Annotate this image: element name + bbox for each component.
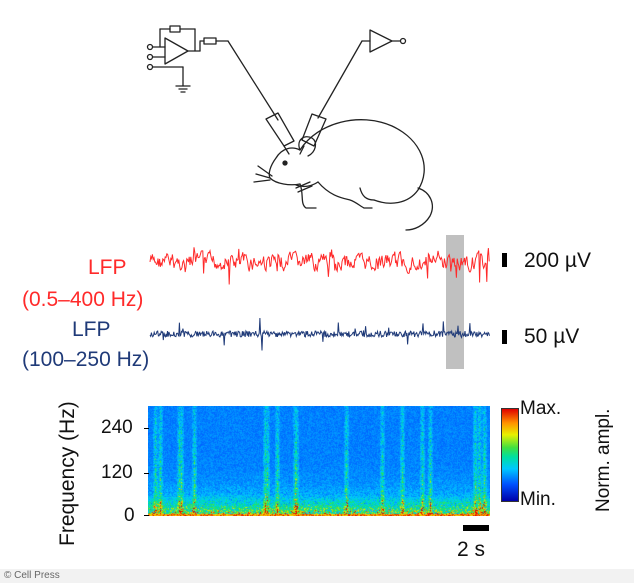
lfp-broad-label-line2: (0.5–400 Hz): [22, 288, 144, 311]
ytick-mark-120: [144, 473, 149, 474]
lfp-traces: [149, 247, 490, 351]
colorbar-title: Norm. ampl.: [593, 408, 614, 513]
time-scale-label: 2 s: [457, 538, 486, 561]
spectrogram-plot: [148, 406, 490, 516]
lfp-broad-trace: [149, 247, 490, 285]
ytick-mark-0: [144, 515, 149, 516]
ytick-120: 120: [101, 462, 133, 483]
time-scale-bar: [463, 525, 489, 531]
colorbar: [501, 408, 519, 502]
ytick-0: 0: [124, 505, 135, 526]
voltage-scale-bar-50: [502, 330, 507, 344]
amplifier-icon: [361, 29, 407, 53]
ytick-240: 240: [101, 417, 133, 438]
lfp-broad-label: LFP (0.5–400 Hz): [22, 256, 143, 312]
colorbar-max-label: Max.: [520, 398, 562, 419]
electrode-holder-left: [265, 112, 295, 155]
amplifier-circuit-icon: [146, 25, 229, 93]
spectrogram-ylabel: Frequency (Hz): [56, 401, 79, 547]
lfp-ripple-label: LFP (100–250 Hz): [22, 318, 149, 372]
voltage-scale-label-50: 50 µV: [524, 325, 580, 348]
lfp-ripple-trace: [149, 317, 490, 351]
credit-text: © Cell Press: [4, 570, 60, 581]
mouse-icon: [253, 119, 433, 231]
lfp-ripple-label-line1: LFP: [72, 318, 111, 341]
voltage-scale-bar-200: [502, 253, 507, 267]
ytick-mark-240: [144, 428, 149, 429]
lfp-ripple-label-line2: (100–250 Hz): [22, 348, 150, 371]
colorbar-min-label: Min.: [520, 489, 556, 510]
recording-setup-illustration: [146, 25, 433, 231]
electrode-holder-right: [299, 113, 327, 155]
voltage-scale-label-200: 200 µV: [524, 249, 591, 272]
electrode-wire-left: [227, 40, 279, 121]
electrode-wire-right: [317, 40, 363, 119]
lfp-broad-label-line1: LFP: [88, 256, 127, 279]
credit-bar: © Cell Press: [0, 569, 634, 583]
